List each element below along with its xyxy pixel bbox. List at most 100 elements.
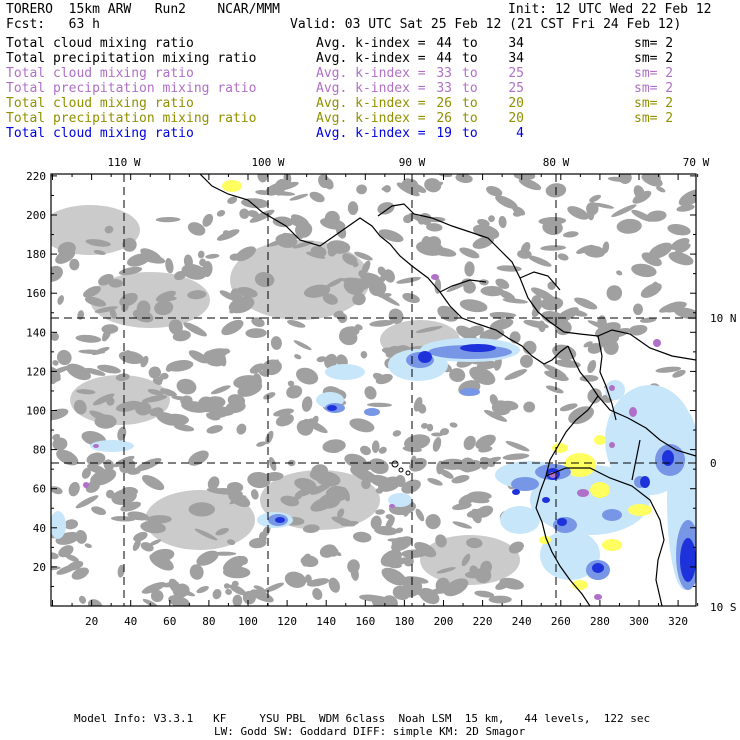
legend-to: to xyxy=(462,126,478,141)
plot-frame xyxy=(50,173,697,607)
legend-smoothing: sm= 2 xyxy=(634,81,674,96)
legend-k-start: 44 xyxy=(436,36,452,51)
legend-smoothing: sm= 2 xyxy=(634,36,674,51)
init-time: Init: 12 UTC Wed 22 Feb 12 xyxy=(508,2,712,17)
x-tick-label: 200 xyxy=(434,615,454,628)
cloud-mixing-gray-field xyxy=(51,174,696,606)
legend-row: Total precipitation mixing ratio Avg. k-i… xyxy=(6,81,726,96)
legend-field: Total precipitation mixing ratio xyxy=(6,111,257,126)
legend-smoothing: sm= 2 xyxy=(634,51,674,66)
x-tick-label: 280 xyxy=(590,615,610,628)
purple-field xyxy=(83,274,661,600)
legend-k-end: 20 xyxy=(508,111,524,126)
legend-k-start: 26 xyxy=(436,96,452,111)
legend-k-start: 33 xyxy=(436,66,452,81)
x-tick-label: 240 xyxy=(512,615,532,628)
legend-avg-label: Avg. k-index = xyxy=(316,51,426,66)
longitude-label: 110 W xyxy=(107,156,140,169)
legend-k-end: 34 xyxy=(508,51,524,66)
legend-field: Total cloud mixing ratio xyxy=(6,36,194,51)
legend-to: to xyxy=(462,111,478,126)
x-tick-label: 140 xyxy=(316,615,336,628)
x-tick-label: 20 xyxy=(85,615,98,628)
coastline xyxy=(439,279,487,293)
model-title: TORERO 15km ARW Run2 NCAR/MMM xyxy=(6,2,280,17)
y-tick-label: 100 xyxy=(26,405,46,418)
legend-avg-label: Avg. k-index = xyxy=(316,36,426,51)
legend-field: Total cloud mixing ratio xyxy=(6,66,194,81)
legend-k-start: 19 xyxy=(436,126,452,141)
legend-smoothing: sm= 2 xyxy=(634,96,674,111)
legend-avg-label: Avg. k-index = xyxy=(316,126,426,141)
legend-k-end: 25 xyxy=(508,81,524,96)
y-tick-label: 160 xyxy=(26,287,46,300)
x-tick-label: 180 xyxy=(394,615,414,628)
legend-to: to xyxy=(462,36,478,51)
legend-avg-label: Avg. k-index = xyxy=(316,66,426,81)
legend-smoothing: sm= 2 xyxy=(634,66,674,81)
legend-row: Total cloud mixing ratio Avg. k-index = 44… xyxy=(6,36,726,51)
legend-field: Total cloud mixing ratio xyxy=(6,96,194,111)
x-tick-label: 300 xyxy=(629,615,649,628)
latitude-label: 0 xyxy=(710,457,717,470)
legend-field: Total precipitation mixing ratio xyxy=(6,51,257,66)
latitude-label: 10 N xyxy=(710,312,737,325)
coastline xyxy=(597,335,617,421)
galapagos-island xyxy=(391,460,399,468)
galapagos-island xyxy=(405,470,411,476)
valid-time: Valid: 03 UTC Sat 25 Feb 12 (21 CST Fri … xyxy=(290,17,682,32)
legend-to: to xyxy=(462,66,478,81)
y-tick-label: 200 xyxy=(26,209,46,222)
legend-k-end: 25 xyxy=(508,66,524,81)
x-tick-label: 260 xyxy=(551,615,571,628)
longitude-label: 70 W xyxy=(683,156,710,169)
latitude-label: 10 S xyxy=(710,601,737,614)
legend-row: Total cloud mixing ratio Avg. k-index = 33… xyxy=(6,66,726,81)
x-tick-label: 120 xyxy=(277,615,297,628)
galapagos-island xyxy=(398,467,404,473)
legend-row: Total cloud mixing ratio Avg. k-index = 19… xyxy=(6,126,726,141)
longitude-label: 80 W xyxy=(543,156,570,169)
legend-to: to xyxy=(462,96,478,111)
legend-row: Total cloud mixing ratio Avg. k-index = 26… xyxy=(6,96,726,111)
y-tick-label: 40 xyxy=(33,522,46,535)
x-tick-label: 40 xyxy=(124,615,137,628)
forecast-hour: Fcst: 63 h xyxy=(6,17,100,32)
legend-k-end: 34 xyxy=(508,36,524,51)
legend-avg-label: Avg. k-index = xyxy=(316,111,426,126)
legend-row: Total precipitation mixing ratio Avg. k-i… xyxy=(6,111,726,126)
coastline xyxy=(199,174,569,365)
legend-to: to xyxy=(462,51,478,66)
coastline xyxy=(535,345,599,606)
legend-row: Total precipitation mixing ratio Avg. k-i… xyxy=(6,51,726,66)
y-tick-label: 180 xyxy=(26,248,46,261)
y-tick-label: 60 xyxy=(33,483,46,496)
y-tick-label: 220 xyxy=(26,170,46,183)
x-tick-label: 80 xyxy=(202,615,215,628)
x-tick-label: 320 xyxy=(668,615,688,628)
x-tick-label: 220 xyxy=(473,615,493,628)
longitude-label: 90 W xyxy=(399,156,426,169)
x-tick-label: 100 xyxy=(238,615,258,628)
legend-k-start: 33 xyxy=(436,81,452,96)
coastline xyxy=(519,271,561,291)
physics-info-line: LW: Godd SW: Goddard DIFF: simple KM: 2D… xyxy=(214,725,526,738)
y-tick-label: 80 xyxy=(33,444,46,457)
legend-k-end: 20 xyxy=(508,96,524,111)
legend-k-start: 44 xyxy=(436,51,452,66)
legend-k-start: 26 xyxy=(436,111,452,126)
coastline xyxy=(631,439,641,481)
coastline xyxy=(545,467,665,606)
longitude-label: 100 W xyxy=(251,156,284,169)
x-tick-label: 160 xyxy=(355,615,375,628)
coastline xyxy=(377,203,696,361)
coastline xyxy=(597,395,696,457)
legend-k-end: 4 xyxy=(516,126,524,141)
legend-field: Total cloud mixing ratio xyxy=(6,126,194,141)
model-info-line: Model Info: V3.3.1 KF YSU PBL WDM 6class… xyxy=(74,712,651,725)
legend-smoothing: sm= 2 xyxy=(634,111,674,126)
y-tick-label: 140 xyxy=(26,326,46,339)
y-tick-label: 20 xyxy=(33,561,46,574)
legend-avg-label: Avg. k-index = xyxy=(316,81,426,96)
